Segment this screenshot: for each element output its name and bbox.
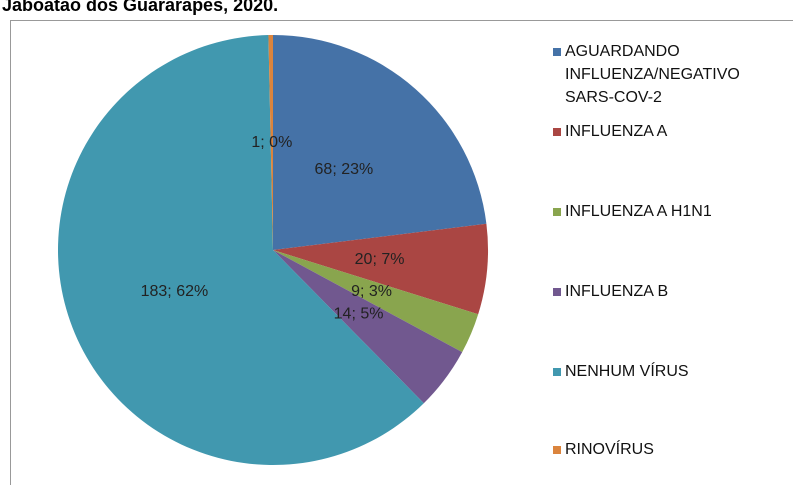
legend-swatch [553, 208, 561, 216]
legend-label: INFLUENZA A [565, 123, 668, 140]
legend-swatch [553, 446, 561, 454]
pie-slice [273, 250, 463, 404]
pie-slice [273, 35, 487, 250]
legend-item: NENHUM VÍRUS [553, 360, 788, 383]
legend-item: INFLUENZA A H1N1 [553, 200, 788, 223]
data-label: 20; 7% [355, 251, 405, 268]
legend-swatch [553, 48, 561, 56]
legend-item: INFLUENZA B [553, 280, 788, 303]
pie-slice [273, 223, 488, 315]
legend-item: AGUARDANDO INFLUENZA/NEGATIVO SARS-COV-2 [553, 40, 788, 109]
legend-item: RINOVÍRUS [553, 438, 788, 461]
data-label: 183; 62% [141, 283, 209, 300]
pie-slice [273, 250, 479, 353]
legend-swatch [553, 128, 561, 136]
data-label: 14; 5% [334, 305, 384, 322]
pie-slice [58, 35, 424, 465]
legend-label: RINOVÍRUS [565, 441, 654, 458]
legend-item: INFLUENZA A [553, 120, 788, 143]
data-label: 1; 0% [251, 134, 292, 151]
legend-label: INFLUENZA A H1N1 [565, 203, 712, 220]
legend-swatch [553, 368, 561, 376]
pie-slice [268, 35, 273, 250]
legend-label: NENHUM VÍRUS [565, 363, 689, 380]
legend-label: AGUARDANDO INFLUENZA/NEGATIVO SARS-COV-2 [565, 43, 740, 106]
legend-swatch [553, 288, 561, 296]
data-label: 9; 3% [351, 283, 392, 300]
legend-label: INFLUENZA B [565, 283, 669, 300]
data-label: 68; 23% [315, 161, 374, 178]
chart-title: Jaboatão dos Guararapes, 2020. [2, 0, 278, 15]
